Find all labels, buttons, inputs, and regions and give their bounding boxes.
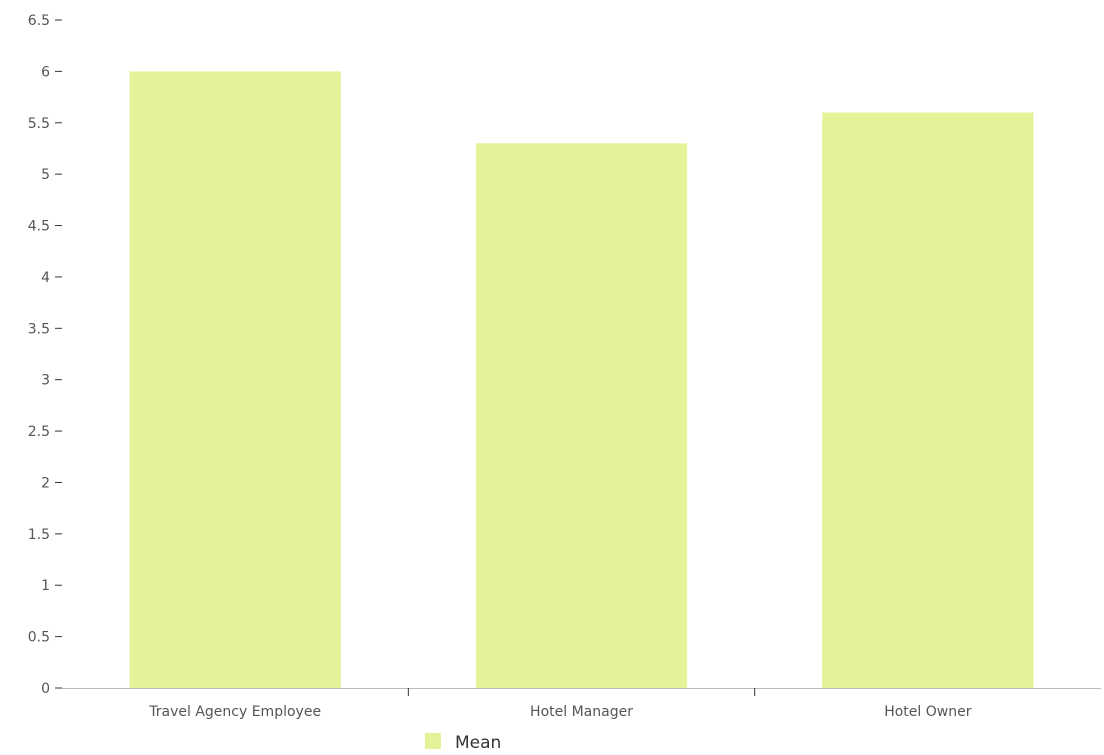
bar	[129, 71, 341, 688]
legend-swatch	[425, 733, 441, 749]
bars	[129, 71, 1034, 689]
y-tick-label: 4.5	[28, 219, 50, 235]
y-tick-label: 3.5	[28, 321, 50, 337]
y-tick-label: 2.5	[28, 424, 50, 440]
y-tick-label: 0	[41, 681, 50, 697]
x-axis: Travel Agency Employee Hotel Manager Hotel…	[62, 688, 1101, 720]
legend: Mean	[425, 733, 501, 753]
x-category-label: Travel Agency Employee	[148, 704, 321, 720]
y-tick-label: 3	[41, 373, 50, 389]
y-tick-label: 5.5	[28, 116, 50, 132]
x-category-label: Hotel Manager	[530, 704, 633, 720]
y-tick-label: 1.5	[28, 527, 50, 543]
y-axis: 0 0.5 1 1.5 2 2.5 3 3.5 4 4.5 5 5.5 6 6.5	[28, 13, 62, 697]
x-category-label: Hotel Owner	[884, 704, 971, 720]
y-tick-label: 6.5	[28, 13, 50, 29]
bar	[475, 143, 688, 689]
y-tick-label: 6	[41, 64, 50, 80]
y-tick-label: 0.5	[28, 630, 50, 646]
bar	[822, 112, 1034, 688]
y-tick-label: 5	[41, 167, 50, 183]
y-tick-label: 1	[41, 578, 50, 594]
legend-label: Mean	[455, 733, 501, 753]
y-tick-label: 2	[41, 475, 50, 491]
y-tick-label: 4	[41, 270, 50, 286]
